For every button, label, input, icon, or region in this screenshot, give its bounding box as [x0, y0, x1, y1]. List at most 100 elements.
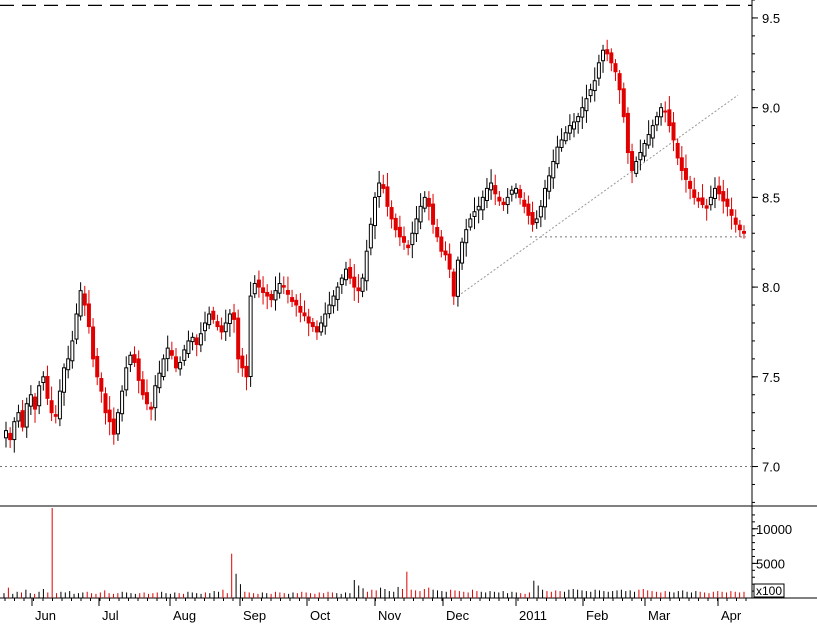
candle: [302, 300, 307, 322]
candle-body: [78, 290, 83, 317]
time-tick-label: Apr: [721, 608, 742, 623]
candle-body: [37, 385, 42, 407]
candle: [82, 285, 87, 316]
candle: [609, 48, 614, 72]
candle: [555, 135, 560, 169]
candle-body: [431, 203, 436, 225]
candle: [323, 302, 328, 335]
candle: [157, 360, 162, 394]
candle: [360, 273, 365, 298]
candle-body: [132, 354, 137, 363]
candle-body: [140, 379, 145, 396]
candle: [563, 126, 568, 145]
candle-body: [111, 418, 116, 435]
chart-frame: [0, 0, 817, 599]
candle: [373, 192, 377, 240]
candle-body: [576, 116, 581, 123]
candle-body: [737, 224, 742, 231]
candle-body: [526, 203, 531, 216]
candle-body: [99, 378, 104, 392]
candle: [281, 276, 286, 295]
candle-body: [269, 293, 274, 301]
candle: [186, 330, 191, 358]
candle-body: [368, 223, 373, 249]
candle-body: [8, 432, 13, 441]
candle: [542, 179, 547, 220]
trendline: [457, 94, 739, 297]
candle-body: [572, 121, 577, 130]
candle-body: [447, 253, 452, 270]
candle-body: [327, 304, 332, 315]
candle: [227, 309, 232, 337]
candle-body: [455, 259, 460, 297]
time-tick-label: Aug: [173, 608, 196, 623]
candle: [49, 386, 54, 422]
candle: [683, 154, 688, 193]
candle-body: [393, 217, 398, 231]
candle: [149, 401, 154, 421]
candle: [28, 385, 33, 416]
candle: [165, 335, 170, 372]
candle-body: [86, 303, 91, 328]
candle-body: [356, 287, 361, 292]
candle-body: [513, 187, 518, 194]
candle: [402, 226, 407, 250]
candle-body: [70, 340, 75, 362]
candle: [696, 191, 701, 208]
candle-body: [198, 333, 203, 346]
candle-body: [505, 196, 510, 206]
candle: [493, 174, 498, 205]
candle-body: [136, 358, 141, 381]
candle-body: [460, 241, 465, 264]
time-tick-label: Dec: [446, 608, 470, 623]
candle-body: [95, 355, 100, 378]
candle: [580, 96, 585, 129]
candle: [692, 177, 697, 205]
candle: [439, 230, 444, 258]
candle: [679, 146, 684, 181]
candle: [584, 84, 589, 123]
candle-body: [124, 367, 129, 391]
candle-body: [542, 187, 547, 208]
candle-body: [551, 160, 556, 179]
candle: [621, 82, 626, 123]
candle: [215, 314, 220, 331]
candle: [348, 258, 353, 285]
candle: [559, 128, 564, 152]
candle: [352, 264, 357, 301]
candle-body: [227, 313, 232, 325]
candle: [480, 190, 485, 221]
candle-body: [422, 196, 427, 209]
candle: [667, 96, 672, 133]
candle: [393, 213, 398, 238]
candle: [12, 417, 17, 453]
candle-body: [683, 168, 688, 180]
candle: [115, 408, 120, 441]
candle-body: [49, 400, 54, 414]
price-axis: 7.0 7.5 8.0 8.5 9.0 9.5: [752, 0, 780, 503]
candle: [721, 179, 726, 214]
candle-body: [169, 350, 174, 356]
candle: [725, 188, 730, 217]
candle: [663, 101, 668, 123]
candle: [335, 282, 340, 311]
candle-body: [418, 205, 423, 223]
price-tick-label: 9.0: [762, 101, 780, 116]
candle-body: [256, 279, 261, 288]
candle: [153, 375, 158, 421]
candle-body: [472, 211, 477, 217]
candle: [472, 197, 477, 230]
candle-body: [596, 62, 601, 79]
candle: [397, 215, 402, 247]
candle: [588, 83, 593, 103]
candle: [567, 114, 572, 141]
candle-body: [310, 321, 315, 328]
candle: [426, 191, 431, 221]
candle-body: [252, 283, 257, 295]
candle: [294, 294, 299, 317]
candle-body: [630, 151, 635, 171]
candle-body: [654, 116, 659, 126]
candle: [654, 111, 659, 132]
candle: [547, 166, 552, 200]
